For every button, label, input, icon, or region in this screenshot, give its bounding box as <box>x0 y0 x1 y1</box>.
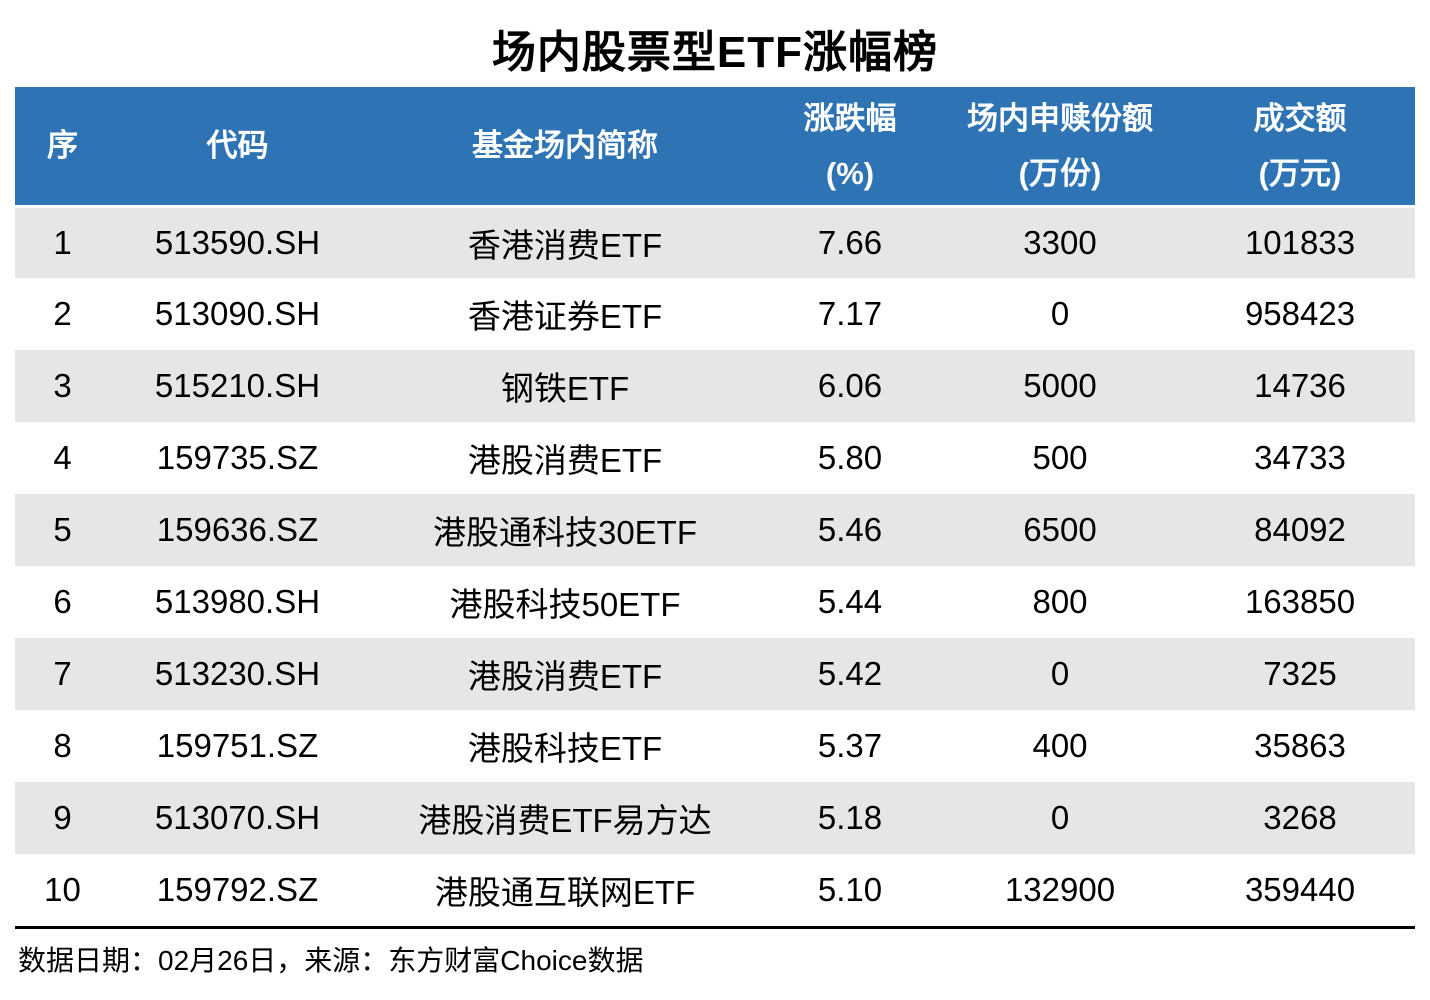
cell-seq: 9 <box>53 799 72 836</box>
column-header-turnover: 成交额 (万元) <box>1185 87 1415 208</box>
table-header-row: 序 代码 基金场内简称 涨跌幅 (%) 场内申赎份额 (万份) 成交额 (万元) <box>15 87 1415 208</box>
table-row: 10 159792.SZ 港股通互联网ETF 5.10 132900 35944… <box>15 854 1415 926</box>
cell-turnover: 101833 <box>1244 223 1356 261</box>
cell-change-pct: 5.44 <box>817 583 883 620</box>
header-label: 序 <box>47 128 78 164</box>
cell-turnover: 359440 <box>1244 871 1356 908</box>
column-header-code: 代码 <box>110 87 365 208</box>
cell-subscription-shares: 132900 <box>1004 871 1116 908</box>
cell-fund-name: 港股科技50ETF <box>449 586 681 623</box>
cell-code: 513070.SH <box>154 799 321 836</box>
cell-fund-name: 香港证券ETF <box>467 298 663 335</box>
column-header-subscription-shares: 场内申赎份额 (万份) <box>935 87 1185 208</box>
etf-gain-ranking-table: 序 代码 基金场内简称 涨跌幅 (%) 场内申赎份额 (万份) 成交额 (万元)… <box>15 87 1415 926</box>
cell-turnover: 7325 <box>1263 655 1337 692</box>
header-unit-label: (万份) <box>1018 155 1102 191</box>
cell-code: 513230.SH <box>154 655 321 692</box>
cell-change-pct: 7.17 <box>817 295 883 332</box>
cell-turnover: 84092 <box>1254 511 1346 548</box>
cell-code: 159636.SZ <box>156 511 319 548</box>
table-row: 8 159751.SZ 港股科技ETF 5.37 400 35863 <box>15 710 1415 782</box>
cell-subscription-shares: 0 <box>1050 799 1070 836</box>
divider-line <box>15 926 1415 929</box>
column-header-fund-name: 基金场内简称 <box>365 87 765 208</box>
cell-fund-name: 港股消费ETF易方达 <box>418 802 712 839</box>
cell-fund-name: 港股消费ETF <box>467 658 663 695</box>
table-row: 9 513070.SH 港股消费ETF易方达 5.18 0 3268 <box>15 782 1415 854</box>
header-label: 场内申赎份额 <box>967 100 1153 136</box>
header-unit-label: (%) <box>825 155 875 191</box>
cell-subscription-shares: 500 <box>1032 439 1088 476</box>
cell-code: 159751.SZ <box>156 727 319 764</box>
header-label: 成交额 <box>1253 100 1347 136</box>
cell-change-pct: 7.66 <box>817 223 883 261</box>
cell-fund-name: 港股科技ETF <box>467 730 663 767</box>
cell-subscription-shares: 3300 <box>1023 223 1097 261</box>
cell-change-pct: 5.46 <box>817 511 883 548</box>
table-row: 1 513590.SH 香港消费ETF 7.66 3300 101833 <box>15 206 1415 278</box>
column-header-seq: 序 <box>15 87 110 208</box>
cell-turnover: 163850 <box>1244 583 1356 620</box>
cell-seq: 7 <box>53 655 72 692</box>
cell-seq: 8 <box>53 727 72 764</box>
cell-fund-name: 香港消费ETF <box>467 226 663 264</box>
cell-turnover: 34733 <box>1254 439 1346 476</box>
table-row: 3 515210.SH 钢铁ETF 6.06 5000 14736 <box>15 350 1415 422</box>
cell-fund-name: 港股通科技30ETF <box>432 514 698 551</box>
table-row: 5 159636.SZ 港股通科技30ETF 5.46 6500 84092 <box>15 494 1415 566</box>
cell-change-pct: 5.10 <box>817 871 883 908</box>
page-title: 场内股票型ETF涨幅榜 <box>491 28 939 77</box>
cell-code: 513980.SH <box>154 583 321 620</box>
header-unit-label: (万元) <box>1258 155 1342 191</box>
cell-seq: 6 <box>53 583 72 620</box>
table-row: 2 513090.SH 香港证券ETF 7.17 0 958423 <box>15 278 1415 350</box>
cell-change-pct: 5.37 <box>817 727 883 764</box>
cell-fund-name: 港股消费ETF <box>467 442 663 479</box>
cell-code: 513590.SH <box>154 223 321 261</box>
cell-subscription-shares: 5000 <box>1023 367 1097 404</box>
header-label: 代码 <box>206 128 269 164</box>
cell-change-pct: 6.06 <box>817 367 883 404</box>
cell-subscription-shares: 0 <box>1050 295 1070 332</box>
cell-seq: 1 <box>53 223 72 261</box>
column-header-change-pct: 涨跌幅 (%) <box>765 87 935 208</box>
cell-code: 159735.SZ <box>156 439 319 476</box>
cell-turnover: 14736 <box>1254 367 1346 404</box>
cell-code: 513090.SH <box>154 295 321 332</box>
cell-subscription-shares: 6500 <box>1023 511 1097 548</box>
cell-subscription-shares: 0 <box>1050 655 1070 692</box>
cell-code: 159792.SZ <box>156 871 319 908</box>
cell-seq: 2 <box>53 295 72 332</box>
cell-change-pct: 5.80 <box>817 439 883 476</box>
header-label: 涨跌幅 <box>803 100 897 136</box>
table-row: 4 159735.SZ 港股消费ETF 5.80 500 34733 <box>15 422 1415 494</box>
cell-seq: 10 <box>44 871 81 908</box>
cell-code: 515210.SH <box>154 367 321 404</box>
cell-change-pct: 5.18 <box>817 799 883 836</box>
cell-subscription-shares: 400 <box>1032 727 1088 764</box>
cell-seq: 4 <box>53 439 72 476</box>
data-source-note: 数据日期：02月26日，来源：东方财富Choice数据 <box>18 945 644 976</box>
cell-fund-name: 港股通互联网ETF <box>434 874 696 911</box>
cell-turnover: 958423 <box>1244 295 1356 332</box>
cell-seq: 5 <box>53 511 72 548</box>
cell-seq: 3 <box>53 367 72 404</box>
table-row: 7 513230.SH 港股消费ETF 5.42 0 7325 <box>15 638 1415 710</box>
table-row: 6 513980.SH 港股科技50ETF 5.44 800 163850 <box>15 566 1415 638</box>
cell-subscription-shares: 800 <box>1032 583 1088 620</box>
cell-change-pct: 5.42 <box>817 655 883 692</box>
header-label: 基金场内简称 <box>472 128 658 164</box>
cell-fund-name: 钢铁ETF <box>500 370 630 407</box>
cell-turnover: 3268 <box>1263 799 1337 836</box>
cell-turnover: 35863 <box>1254 727 1346 764</box>
